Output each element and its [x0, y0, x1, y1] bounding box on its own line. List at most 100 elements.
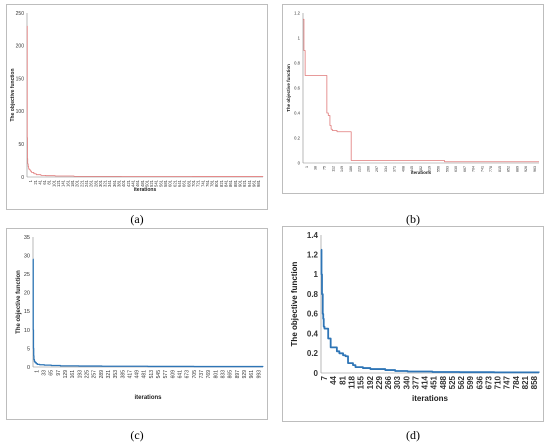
x-tick-label: 257: [92, 370, 98, 379]
y-tick-label: 0: [298, 160, 301, 165]
x-tick-label: 353: [113, 370, 119, 379]
x-tick-label: 741: [200, 179, 205, 187]
x-tick-label: 661: [182, 179, 187, 187]
x-tick-label: 65: [49, 370, 55, 376]
x-tick-label: 161: [70, 370, 76, 379]
x-tick-label: 441: [130, 179, 135, 187]
y-tick-label: 0: [21, 175, 24, 181]
x-tick-label: 593: [445, 166, 449, 172]
x-axis-title: iterations: [134, 395, 162, 401]
y-tick-label: 0.6: [294, 85, 300, 90]
x-tick-label: 44: [329, 375, 338, 384]
x-tick-label: 599: [466, 375, 475, 389]
panel-a: 0 50 100 150 200 250 1 21 41 61 81 101 121 141 161 181 2…: [6, 4, 268, 210]
caption-a: (a): [130, 212, 144, 226]
x-tick-label: 445: [410, 166, 414, 172]
x-tick-label: 461: [135, 179, 140, 187]
y-tick-label: 5: [27, 346, 30, 352]
x-tick-label: 562: [457, 375, 466, 389]
series-line: [26, 25, 264, 177]
x-tick-label: 303: [393, 375, 402, 389]
x-tick-label: 929: [242, 370, 248, 379]
x-tick-label: 186: [349, 166, 353, 172]
x-tick-label: 841: [224, 179, 229, 187]
x-tick-label: 784: [512, 375, 521, 389]
x-tick-label: 601: [168, 179, 173, 187]
caption-d: (d): [406, 428, 420, 442]
x-tick-label: 741: [480, 166, 484, 172]
x-tick-label: 993: [256, 370, 262, 379]
panel-d: 0 0.2 0.4 0.6 0.8 1 1.2 1.4 7 44 81 118 155 192 229 266…: [282, 226, 544, 422]
y-tick-label: 25: [24, 272, 30, 278]
y-tick-label: 0: [27, 365, 30, 371]
x-tick-label: 321: [103, 179, 108, 187]
panel-c: 0 5 10 15 20 25 30 35 1 33 65 97 129 161 193 225 257 289 3…: [6, 228, 268, 420]
x-tick-label: 737: [199, 370, 205, 379]
x-tick-label: 704: [472, 166, 476, 172]
x-tick-label: 858: [530, 375, 539, 389]
x-tick-label: 941: [247, 179, 252, 187]
x-tick-label: 141: [61, 179, 66, 187]
x-tick-label: 747: [503, 375, 512, 389]
x-tick-label: 408: [401, 166, 405, 172]
y-tick-label: 0.4: [294, 110, 300, 115]
panel-b: 0 0.2 0.4 0.6 0.8 1 1.2 1 38 75 112 149 186 223 260 297…: [282, 4, 544, 194]
x-tick-label: 961: [251, 179, 256, 187]
x-tick-label: 630: [454, 166, 458, 172]
x-tick-label: 297: [375, 166, 379, 172]
x-tick-label: 889: [515, 166, 519, 172]
x-tick-label: 361: [112, 179, 117, 187]
x-tick-label: 815: [498, 166, 502, 172]
series-line: [303, 18, 539, 163]
x-tick-label: 449: [135, 370, 141, 379]
x-tick-label: 321: [106, 370, 112, 379]
y-tick-label: 250: [16, 11, 25, 17]
x-tick-label: 581: [163, 179, 168, 187]
x-tick-label: 260: [366, 166, 370, 172]
x-tick-label: 609: [170, 370, 176, 379]
caption-b: (b): [406, 212, 420, 226]
x-tick-label: 1: [305, 166, 309, 168]
y-tick-label: 0.2: [307, 349, 319, 358]
y-tick-label: 50: [18, 142, 24, 148]
x-tick-label: 801: [213, 370, 219, 379]
x-tick-label: 541: [154, 179, 159, 187]
x-tick-label: 681: [186, 179, 191, 187]
x-tick-label: 266: [384, 375, 393, 389]
x-tick-label: 901: [237, 179, 242, 187]
x-tick-label: 833: [221, 370, 227, 379]
y-tick-label: 1: [298, 35, 301, 40]
x-tick-label: 417: [127, 370, 133, 379]
x-tick-label: 241: [84, 179, 89, 187]
x-tick-label: 852: [507, 166, 511, 172]
x-tick-label: 921: [242, 179, 247, 187]
x-tick-label: 341: [107, 179, 112, 187]
x-tick-label: 705: [192, 370, 198, 379]
x-tick-label: 482: [419, 166, 423, 172]
x-tick-label: 112: [331, 166, 335, 172]
x-tick-label: 861: [228, 179, 233, 187]
x-tick-label: 519: [428, 166, 432, 172]
x-tick-label: 33: [41, 370, 47, 376]
y-tick-label: 0.2: [294, 135, 300, 140]
x-tick-label: 155: [357, 375, 366, 389]
x-tick-label: 381: [117, 179, 122, 187]
x-tick-label: 229: [375, 375, 384, 389]
y-tick-label: 1: [314, 270, 319, 279]
x-tick-label: 334: [384, 166, 388, 172]
x-tick-label: 636: [475, 375, 484, 389]
x-tick-label: 897: [235, 370, 241, 379]
caption-c: (c): [130, 428, 144, 442]
x-tick-label: 221: [79, 179, 84, 187]
x-tick-label: 193: [77, 370, 83, 379]
x-tick-label: 7: [320, 375, 329, 380]
x-tick-label: 721: [196, 179, 201, 187]
series-line: [32, 258, 264, 368]
x-tick-label: 201: [75, 179, 80, 187]
x-tick-label: 118: [348, 375, 357, 388]
x-tick-label: 377: [411, 375, 420, 389]
x-tick-label: 97: [56, 370, 62, 376]
x-tick-label: 385: [120, 370, 126, 379]
